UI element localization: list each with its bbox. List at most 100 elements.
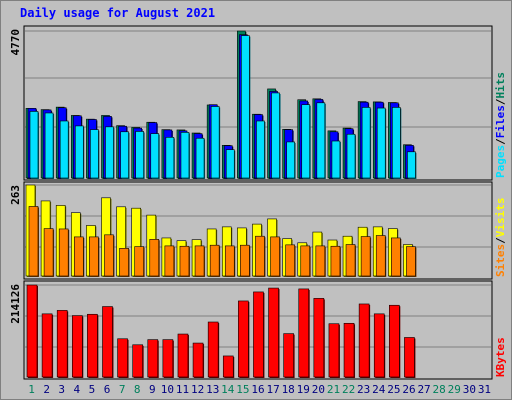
bar-kbytes [87,313,98,378]
bar-kbytes [283,333,294,378]
bar-sites [360,236,371,277]
bar-sites [149,239,160,277]
bar-pages [316,102,326,179]
bar-kbytes [26,284,38,378]
bar-kbytes [389,304,400,378]
x-tick-label: 26 [402,383,415,396]
bar-pages [346,133,356,179]
ymax-label-bottom: 214126 [9,284,22,324]
bar-sites [270,236,280,277]
bar-pages [271,92,280,179]
x-tick-label: 8 [134,383,141,396]
x-tick-label: 13 [206,383,219,396]
bar-pages [135,131,144,179]
bar-sites [375,235,386,277]
bar-pages [29,111,39,179]
bar-sites [58,228,69,277]
x-tick-label: 21 [327,383,340,396]
bar-pages [74,125,84,179]
bar-kbytes [132,344,143,378]
bar-pages [210,106,220,179]
x-tick-label: 18 [282,383,295,396]
x-tick-label: 29 [448,383,461,396]
x-tick-label: 23 [357,383,370,396]
bar-sites [179,245,190,277]
bar-kbytes [253,291,264,378]
bar-pages [286,141,295,179]
x-tick-label: 10 [161,383,174,396]
bar-kbytes [162,339,174,378]
bar-sites [285,244,295,277]
bar-kbytes [313,298,325,378]
bar-kbytes [147,339,159,378]
bar-pages [392,107,401,179]
bar-kbytes [207,321,219,378]
bar-kbytes [177,333,189,378]
bar-pages [105,126,114,179]
x-tick-label: 16 [251,383,264,396]
bar-kbytes [238,300,249,378]
series-labels-middle: Sites/Visits [494,198,507,278]
x-tick-label: 20 [312,383,325,396]
bar-sites [391,237,401,277]
panels-layer: 4770Pages/Files/Hits263Sites/Visits21412… [9,25,507,380]
series-labels-top: Pages/Files/Hits [494,72,507,178]
ymax-label-top: 4770 [9,29,22,56]
bar-sites [406,246,416,277]
x-tick-label: 31 [478,383,491,396]
label-separator: / [494,98,507,105]
label-separator: / [494,138,507,145]
ymax-label-middle: 263 [9,185,22,205]
bar-kbytes [56,310,68,378]
bar-pages [361,107,371,179]
bar-pages [44,112,54,179]
bar-sites [194,245,205,277]
bar-pages [225,149,235,179]
x-tick-label: 11 [176,383,189,396]
bar-pages [407,151,416,179]
bar-sites [119,248,129,277]
x-tick-label: 7 [119,383,126,396]
x-tick-label: 6 [104,383,111,396]
x-tick-label: 15 [236,383,249,396]
x-axis: 1 2 3 4 5 6 7 8 9 10 11 12 13 14 15 16 17 18 19 20 21 22 23 24 2… [28,383,491,396]
x-tick-label: 25 [387,383,400,396]
x-tick-label: 4 [74,383,81,396]
bar-kbytes [328,323,340,378]
bar-kbytes [373,313,385,378]
x-tick-label: 12 [191,383,204,396]
bar-sites [104,234,114,277]
x-tick-label: 17 [266,383,279,396]
bar-pages [256,120,265,179]
bar-pages [241,35,250,179]
bar-kbytes [343,322,355,378]
bar-pages [331,140,341,179]
bar-pages [301,104,311,179]
x-tick-label: 9 [149,383,156,396]
series-label-visits: Visits [494,198,507,238]
x-tick-label: 1 [28,383,35,396]
x-tick-label: 27 [417,383,430,396]
bar-pages [59,120,69,179]
x-tick-label: 28 [433,383,446,396]
bar-sites [240,244,250,277]
bar-sites [300,245,311,277]
bar-pages [150,133,160,179]
series-label-sites: Sites [494,244,507,277]
bar-kbytes [102,306,113,378]
bar-pages [90,129,99,179]
x-tick-label: 2 [43,383,50,396]
bar-pages [180,132,190,179]
series-label-kbytes: KBytes [494,337,507,377]
bar-sites [28,206,39,277]
series-label-hits: Hits [494,72,507,99]
bar-kbytes [41,313,53,378]
bar-pages [376,107,386,179]
bar-pages [195,137,205,179]
bar-sites [209,244,220,277]
x-tick-label: 30 [463,383,476,396]
bar-sites [89,236,99,277]
bar-pages [165,137,175,179]
